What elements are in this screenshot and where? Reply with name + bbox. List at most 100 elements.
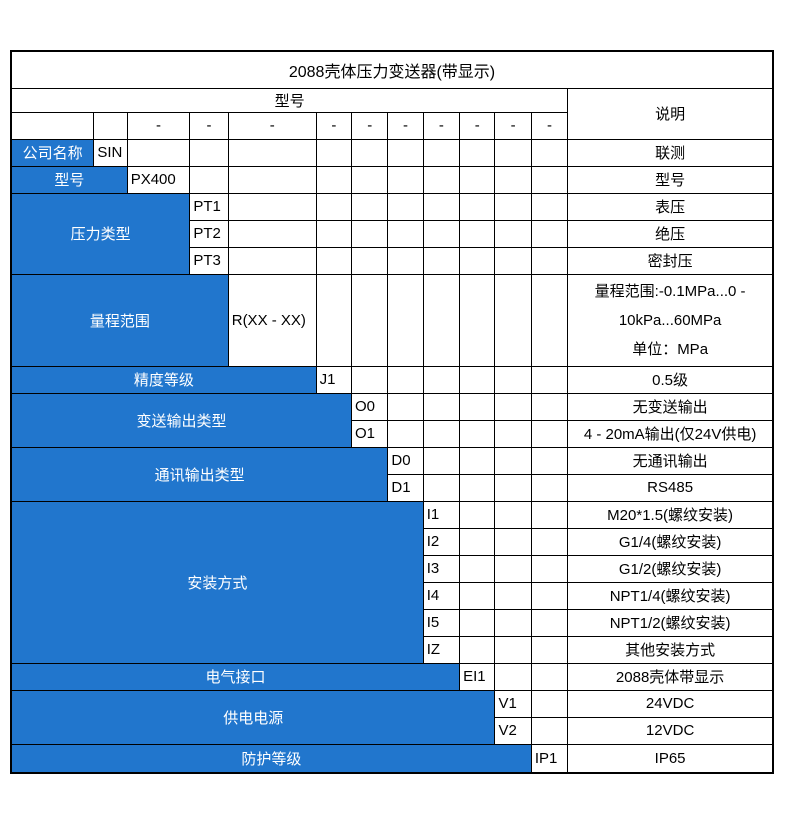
description-cell: RS485 <box>567 473 774 502</box>
range-desc-line: 单位：MPa <box>632 340 709 358</box>
empty-cell <box>387 419 424 448</box>
empty-cell <box>422 392 461 421</box>
dash-cell: - <box>126 111 191 140</box>
group-label-transmit-output: 变送输出类型 <box>10 392 352 448</box>
empty-cell <box>387 165 424 194</box>
dash-cell: - <box>189 111 229 140</box>
empty-cell <box>459 608 496 637</box>
empty-cell <box>315 246 353 275</box>
empty-cell <box>422 138 461 167</box>
empty-cell <box>494 165 532 194</box>
empty-cell <box>494 581 532 610</box>
code-cell: J1 <box>315 365 353 394</box>
empty-cell <box>530 662 569 691</box>
group-label-protection-rating: 防护等级 <box>10 743 532 774</box>
code-cell: PX400 <box>126 165 191 194</box>
empty-cell <box>350 165 389 194</box>
empty-cell <box>459 419 496 448</box>
empty-cell <box>315 273 353 367</box>
table-row: 安装方式 I1 M20*1.5(螺纹安装) <box>10 500 774 664</box>
description-cell: 0.5级 <box>567 365 774 394</box>
dash-cell: - <box>350 111 389 140</box>
empty-cell <box>530 635 569 664</box>
empty-cell <box>422 365 461 394</box>
empty-cell <box>387 246 424 275</box>
empty-cell <box>387 365 424 394</box>
description-cell: 密封压 <box>567 246 774 275</box>
code-cell: V2 <box>494 716 532 745</box>
empty-cell <box>315 138 353 167</box>
empty-cell <box>126 138 191 167</box>
description-cell: G1/2(螺纹安装) <box>567 554 774 583</box>
table-row: 型号 PX400 型号 <box>10 165 774 194</box>
table-row: D1 RS485 <box>11 473 774 502</box>
empty-cell <box>459 273 496 367</box>
empty-cell <box>422 192 461 221</box>
group-label-accuracy: 精度等级 <box>10 365 317 394</box>
dash-row: - - - - - - - - - - <box>10 111 773 140</box>
code-cell: EI1 <box>459 662 496 691</box>
table-row: O1 4 - 20mA输出(仅24V供电) <box>11 419 774 448</box>
empty-cell <box>315 219 353 248</box>
empty-cell <box>530 138 569 167</box>
code-cell: R(XX - XX) <box>227 273 317 367</box>
code-cell: D1 <box>387 473 424 502</box>
group-label-pressure-type: 压力类型 <box>10 192 191 275</box>
code-cell: O1 <box>350 419 389 448</box>
empty-cell <box>422 419 461 448</box>
code-cell: D0 <box>387 446 424 475</box>
empty-cell <box>494 138 532 167</box>
empty-cell <box>530 581 569 610</box>
title-row: 2088壳体压力变送器(带显示) <box>10 50 774 89</box>
range-desc-line: 10kPa...60MPa <box>618 311 722 329</box>
description-cell: NPT1/4(螺纹安装) <box>567 581 774 610</box>
description-cell: 联测 <box>567 138 774 167</box>
empty-cell <box>530 608 569 637</box>
code-cell: PT1 <box>189 192 229 221</box>
empty-cell <box>494 473 532 502</box>
description-cell: 表压 <box>567 192 774 221</box>
description-cell: 无通讯输出 <box>567 446 774 475</box>
empty-cell <box>387 138 424 167</box>
group-label-comm-output: 通讯输出类型 <box>10 446 389 502</box>
description-cell: NPT1/2(螺纹安装) <box>567 608 774 637</box>
empty-cell <box>227 246 317 275</box>
code-cell: I2 <box>422 527 461 556</box>
empty-cell <box>189 165 229 194</box>
empty-cell <box>422 273 461 367</box>
empty-cell <box>93 111 128 140</box>
empty-cell <box>530 165 569 194</box>
dash-cell: - <box>227 111 317 140</box>
empty-cell <box>227 219 317 248</box>
code-cell: IP1 <box>530 743 569 774</box>
empty-cell <box>189 138 229 167</box>
empty-cell <box>494 608 532 637</box>
description-cell: 12VDC <box>567 716 774 745</box>
description-cell: M20*1.5(螺纹安装) <box>567 500 774 529</box>
code-cell: SIN <box>93 138 128 167</box>
group-label-power-supply: 供电电源 <box>10 689 496 745</box>
empty-cell <box>494 192 532 221</box>
table-row: I2 G1/4(螺纹安装) <box>11 527 774 556</box>
empty-cell <box>530 219 569 248</box>
range-desc-line: 量程范围:-0.1MPa...0 - <box>594 282 746 300</box>
empty-cell <box>350 192 389 221</box>
description-cell: 2088壳体带显示 <box>567 662 774 691</box>
code-cell: I1 <box>422 500 461 529</box>
empty-cell <box>530 392 569 421</box>
dash-cell: - <box>422 111 461 140</box>
empty-cell <box>459 138 496 167</box>
code-cell: I4 <box>422 581 461 610</box>
empty-cell <box>530 365 569 394</box>
description-cell: IP65 <box>567 743 774 774</box>
empty-cell <box>350 219 389 248</box>
table-row: 精度等级 J1 0.5级 <box>10 365 774 394</box>
empty-cell <box>459 165 496 194</box>
empty-cell <box>459 446 496 475</box>
empty-cell <box>494 446 532 475</box>
model-selection-table-wrapper: 2088壳体压力变送器(带显示) 型号 说明 - - - - - - - - -… <box>10 50 774 774</box>
group-label-electrical-interface: 电气接口 <box>10 662 461 691</box>
table-row: 量程范围 R(XX - XX) 量程范围:-0.1MPa...0 - 10kPa… <box>10 273 774 367</box>
code-cell: PT3 <box>189 246 229 275</box>
code-cell: I5 <box>422 608 461 637</box>
